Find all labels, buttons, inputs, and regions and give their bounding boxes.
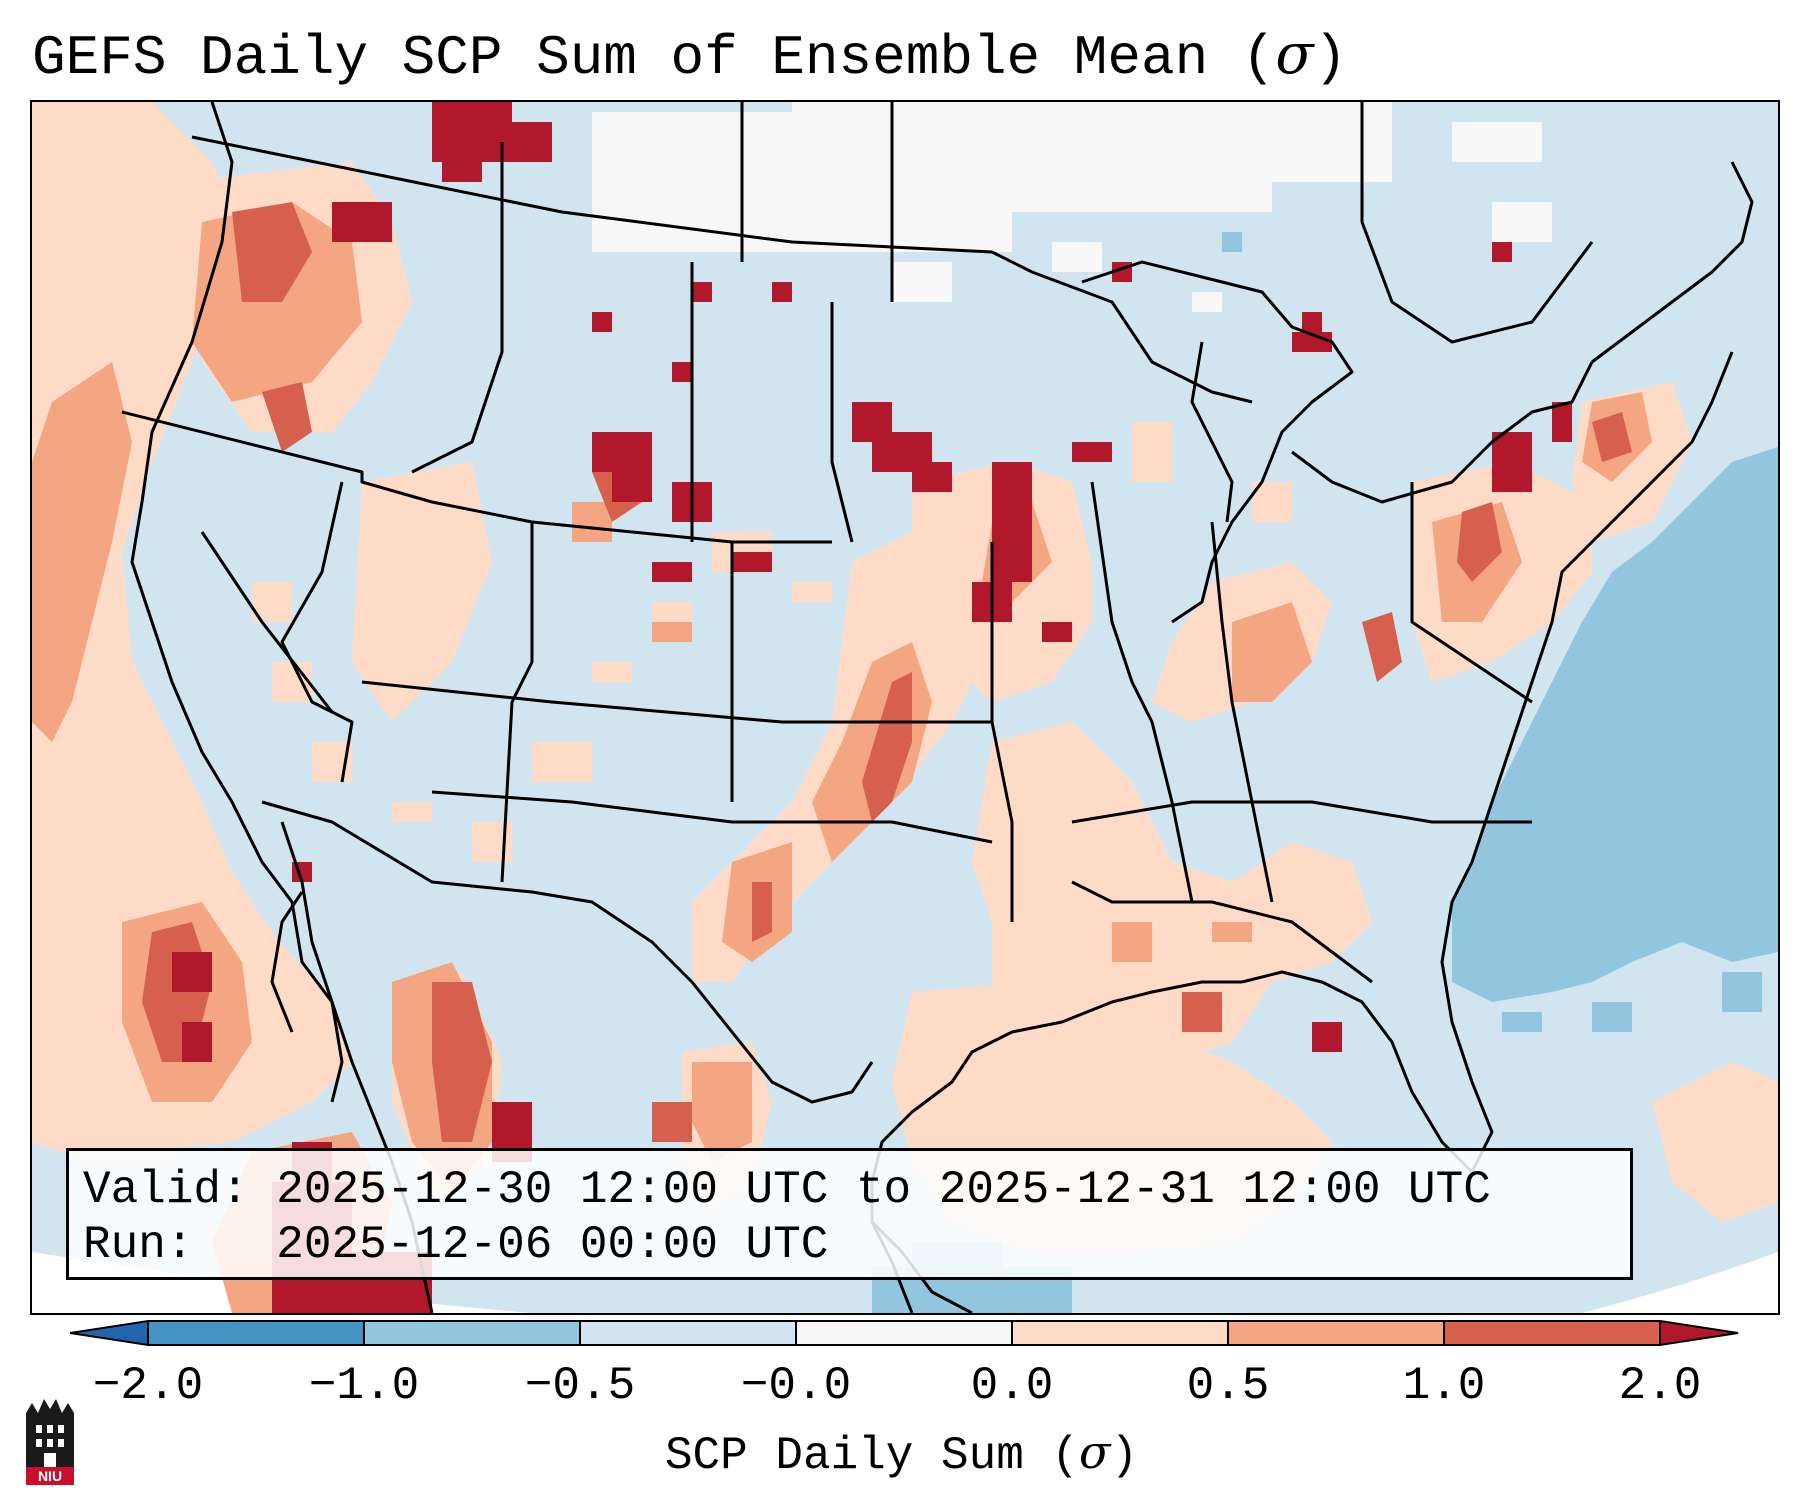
colorbar-segment-4 (796, 1321, 1012, 1345)
colorbar-tick-5: 0.0 (970, 1360, 1054, 1412)
map-svg (32, 102, 1778, 1313)
lake-michigan (1190, 341, 1234, 523)
colorbar-tick-8: 2.0 (1618, 1360, 1702, 1412)
state-border-plains (740, 102, 894, 543)
negative-field-atlantic (1452, 447, 1778, 1032)
projection-edge-right (1582, 1252, 1778, 1313)
colorbar-segment-5 (1012, 1321, 1228, 1345)
state-border-il-ky (1090, 481, 1194, 903)
niu-logo: NIU (26, 1399, 74, 1485)
state-border-mo-ar (990, 542, 1014, 922)
west-coastline (130, 102, 434, 1313)
state-border-al-ga (1071, 880, 1373, 984)
run-value: 2025-12-06 00:00 UTC (276, 1219, 829, 1271)
valid-value: 2025-12-30 12:00 UTC to 2025-12-31 12:00… (276, 1164, 1491, 1216)
valid-label: Valid: (83, 1164, 249, 1216)
state-border-mid (361, 680, 992, 724)
colorbar-segment-6 (1228, 1321, 1444, 1345)
us-mexico-border (261, 800, 874, 1104)
colorbar-extend-high (1659, 1319, 1739, 1347)
colorbar (70, 1319, 1739, 1347)
chart-title: GEFS Daily SCP Sum of Ensemble Mean (σ) (32, 22, 1348, 90)
colorbar-tick-2: −1.0 (308, 1360, 420, 1412)
state-border-nv (280, 481, 354, 783)
colorbar-tick-1: −2.0 (92, 1360, 204, 1412)
state-border-ca-nv (200, 531, 334, 713)
state-border-pa-va (1410, 482, 1533, 704)
state-border-in-oh (1210, 521, 1274, 903)
colorbar-tick-6: 0.5 (1186, 1360, 1270, 1412)
positive-high-field (142, 202, 1632, 1142)
neutral-field-canada (592, 102, 1552, 312)
valid-run-info-box: Valid: 2025-12-30 12:00 UTC to 2025-12-3… (66, 1148, 1633, 1280)
colorbar-segment-7 (1444, 1321, 1660, 1345)
colorbar-label: SCP Daily Sum (σ) (664, 1425, 1139, 1482)
colorbar-extend-low (70, 1319, 149, 1347)
map-outlines (121, 102, 1754, 1313)
colorbar-segment-2 (364, 1321, 580, 1345)
state-border-mt-id (411, 142, 504, 474)
state-border-south (431, 790, 993, 844)
baja-coastline (270, 821, 344, 1103)
quebec-ontario-border (1360, 102, 1594, 344)
run-label: Run: (83, 1219, 194, 1271)
colorbar-tick-7: 1.0 (1402, 1360, 1486, 1412)
state-border-tn-nc (1071, 800, 1532, 824)
colorbar-tick-3: −0.5 (524, 1360, 636, 1412)
st-lawrence (1591, 161, 1754, 364)
map-panel[interactable] (30, 100, 1780, 1315)
projection-edge-left (32, 1252, 532, 1313)
niu-logo-text: NIU (38, 1468, 62, 1484)
colorbar-segment-3 (580, 1321, 796, 1345)
us-canada-border (191, 135, 1253, 404)
east-coastline (1241, 351, 1734, 1174)
state-border-ut-co (500, 522, 534, 883)
colorbar-tick-4: −0.0 (740, 1360, 852, 1412)
colorbar-segment-1 (148, 1321, 364, 1345)
lake-erie-ontario (1291, 361, 1594, 504)
